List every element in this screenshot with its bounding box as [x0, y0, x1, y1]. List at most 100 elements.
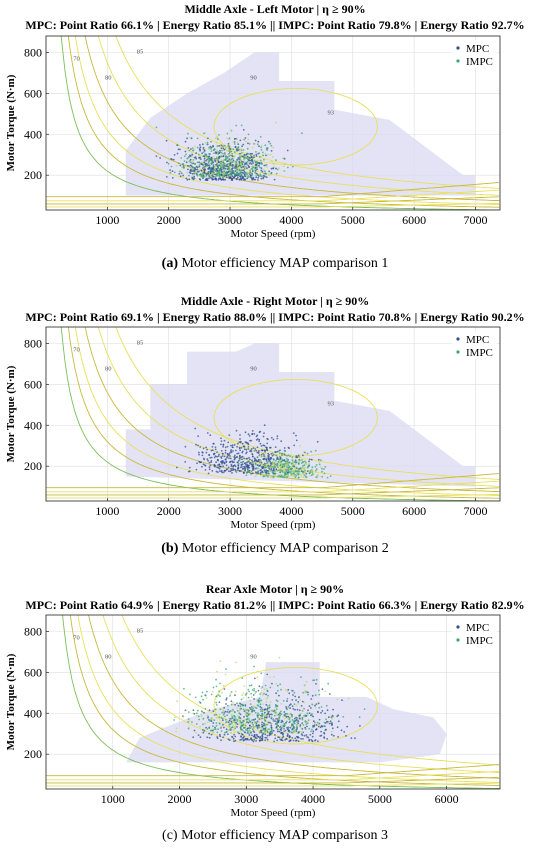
data-point	[198, 451, 200, 454]
data-point	[236, 714, 239, 717]
data-point	[206, 448, 209, 451]
data-point	[257, 467, 259, 470]
data-point	[252, 447, 255, 449]
data-point	[221, 462, 223, 465]
data-point	[326, 709, 329, 712]
data-point	[323, 725, 326, 728]
data-point	[268, 710, 270, 713]
data-point	[236, 163, 239, 166]
data-point	[269, 142, 272, 145]
data-point	[235, 661, 237, 664]
data-point	[301, 718, 304, 721]
data-point	[233, 714, 235, 717]
data-point	[346, 725, 349, 728]
data-point	[256, 704, 259, 707]
data-point	[184, 461, 187, 463]
data-point	[224, 446, 227, 449]
data-point	[244, 713, 247, 716]
data-point	[209, 434, 212, 437]
data-point	[278, 460, 281, 463]
data-point	[233, 151, 236, 153]
data-point	[242, 176, 244, 179]
data-point	[204, 694, 207, 697]
data-point	[260, 731, 263, 734]
data-point	[260, 710, 262, 712]
data-point	[243, 719, 246, 721]
data-point	[257, 472, 260, 474]
data-point	[234, 735, 237, 738]
data-point	[206, 728, 209, 730]
data-point	[230, 700, 233, 703]
data-point	[282, 452, 285, 455]
data-point	[237, 731, 239, 734]
data-point	[231, 472, 233, 474]
data-point	[287, 454, 290, 457]
data-point	[211, 445, 214, 448]
legend-marker-mpc	[456, 625, 460, 629]
data-point	[267, 712, 270, 715]
data-point	[323, 472, 326, 475]
data-point	[291, 715, 293, 718]
data-point	[258, 164, 260, 167]
data-point	[267, 467, 270, 469]
data-point	[291, 705, 294, 708]
data-point	[191, 161, 194, 163]
data-point	[203, 458, 206, 461]
data-point	[243, 462, 246, 465]
data-point	[275, 167, 277, 170]
data-point	[294, 467, 297, 470]
data-point	[265, 688, 268, 690]
data-point	[245, 161, 248, 164]
data-point	[259, 454, 262, 457]
data-point	[291, 459, 294, 462]
efficiency-contour	[115, 36, 500, 189]
data-point	[253, 469, 256, 472]
y-tick-label: 800	[24, 336, 42, 350]
data-point	[241, 442, 244, 445]
data-point	[253, 162, 256, 165]
data-point	[290, 689, 293, 692]
data-point	[173, 171, 176, 174]
data-point	[203, 157, 206, 160]
data-point	[327, 721, 329, 723]
data-point	[188, 165, 191, 167]
data-point	[240, 733, 243, 735]
data-point	[266, 149, 269, 151]
data-point	[266, 689, 269, 692]
data-point	[320, 711, 322, 714]
data-point	[318, 693, 321, 696]
data-point	[231, 170, 234, 173]
data-point	[261, 708, 264, 711]
data-point	[244, 703, 247, 706]
data-point	[287, 705, 290, 708]
data-point	[233, 733, 236, 736]
data-point	[234, 155, 237, 157]
data-point	[295, 699, 297, 701]
data-point	[203, 155, 206, 158]
data-point	[206, 179, 209, 182]
x-tick-label: 7000	[463, 213, 487, 227]
x-tick-label: 6000	[402, 504, 426, 518]
data-point	[256, 670, 259, 673]
legend-marker-impc	[456, 59, 460, 63]
x-tick-label: 3000	[218, 504, 242, 518]
data-point	[225, 464, 228, 467]
data-point	[304, 728, 307, 730]
data-point	[188, 470, 191, 473]
data-point	[231, 444, 234, 447]
data-point	[239, 440, 242, 443]
data-point	[274, 734, 276, 736]
data-point	[239, 727, 242, 730]
data-point	[205, 165, 208, 168]
data-point	[215, 461, 218, 464]
data-point	[255, 473, 258, 476]
high-efficiency-region	[126, 662, 447, 763]
data-point	[241, 166, 244, 168]
data-point	[318, 689, 320, 692]
data-point	[250, 731, 253, 733]
data-point	[181, 166, 183, 169]
data-point	[191, 147, 194, 149]
data-point	[336, 698, 339, 701]
data-point	[225, 460, 228, 463]
data-point	[256, 143, 259, 146]
